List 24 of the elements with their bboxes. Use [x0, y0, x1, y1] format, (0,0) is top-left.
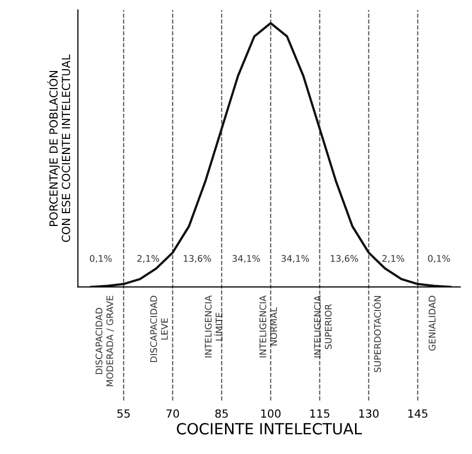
annotation: 0,1% [428, 255, 450, 263]
annotation: 13,6% [184, 255, 211, 263]
annotation: 34,1% [282, 255, 310, 263]
text: GENIALIDAD [428, 296, 436, 351]
annotation: 2,1% [382, 255, 404, 263]
text: INTELIGENCIA LÍMITE [204, 295, 222, 358]
x-tick-label: 70 [166, 409, 179, 418]
annotation: 34,1% [232, 255, 260, 263]
annotation: 2,1% [137, 255, 160, 263]
annotation: 0,1% [90, 255, 112, 263]
x-tick-label: 85 [215, 409, 228, 418]
x-tick-label: 55 [117, 409, 130, 418]
y-axis-title: PORCENTAJE DE POBLACIÓN CON ESE COCIENTE INTELECTUAL [47, 54, 70, 242]
x-tick-label: 115 [310, 409, 330, 418]
x-tick-label: 130 [359, 409, 379, 418]
x-tick-label: 100 [261, 409, 281, 418]
text: DISCAPACIDAD MODERADA / GRAVE [96, 296, 114, 386]
text: INTELIGENCIA NORMAL [259, 295, 278, 358]
x-axis-title: COCIENTE INTELECTUAL [176, 422, 362, 435]
text: INTELIGENCIA SUPERIOR [314, 295, 332, 358]
annotation: 13,6% [330, 255, 358, 263]
x-tick-label: 145 [408, 409, 428, 418]
text: SUPERDOTACIÓN [372, 296, 381, 372]
text: DISCAPACIDAD LEVE [150, 296, 168, 362]
